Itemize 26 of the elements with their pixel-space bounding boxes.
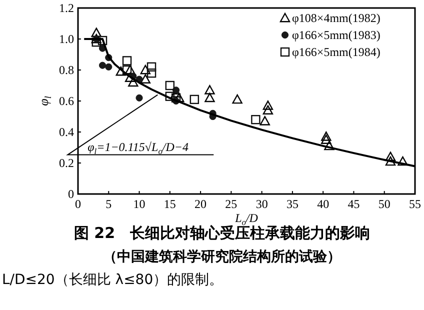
legend-label: φ166×5mm(1984) <box>292 45 380 59</box>
y-tick-label: 0.4 <box>59 125 74 139</box>
y-tick-label: 0.8 <box>59 63 74 77</box>
x-tick-label: 25 <box>225 197 238 211</box>
y-tick-label: 1.2 <box>59 1 74 15</box>
x-tick-label: 10 <box>133 197 146 211</box>
text: L/D≤20（长细比 λ≤80）的限制。 <box>2 272 224 288</box>
x-tick-label: 35 <box>286 197 298 211</box>
x-tick-label: 5 <box>106 197 112 211</box>
annotation: φ$_{l}$=1−0.115√L$_{o}$/D−4 <box>88 140 188 156</box>
x-tick-label: 30 <box>256 197 268 211</box>
x-tick-label: 45 <box>348 197 360 211</box>
legend-label: φ108×4mm(1982) <box>292 11 380 25</box>
x-tick-label: 50 <box>378 197 390 211</box>
x-tick-label: 40 <box>317 197 330 211</box>
y-tick-label: 1.0 <box>59 32 74 46</box>
x-axis-title: L$_{o}$/D <box>234 211 258 227</box>
text: （中国建筑科学研究院结构所的试验） <box>103 248 341 265</box>
x-tick-label: 55 <box>409 197 421 211</box>
x-tick-label: 15 <box>164 197 176 211</box>
y-tick-label: 0 <box>68 187 74 201</box>
x-tick-label: 20 <box>194 197 207 211</box>
caption: 图 22 长细比对轴心受压柱承载能力的影响 <box>74 224 370 242</box>
legend-label: φ166×5mm(1983) <box>292 28 380 42</box>
y-tick-label: 0.6 <box>59 94 74 108</box>
y-tick-label: 0.2 <box>59 156 74 170</box>
